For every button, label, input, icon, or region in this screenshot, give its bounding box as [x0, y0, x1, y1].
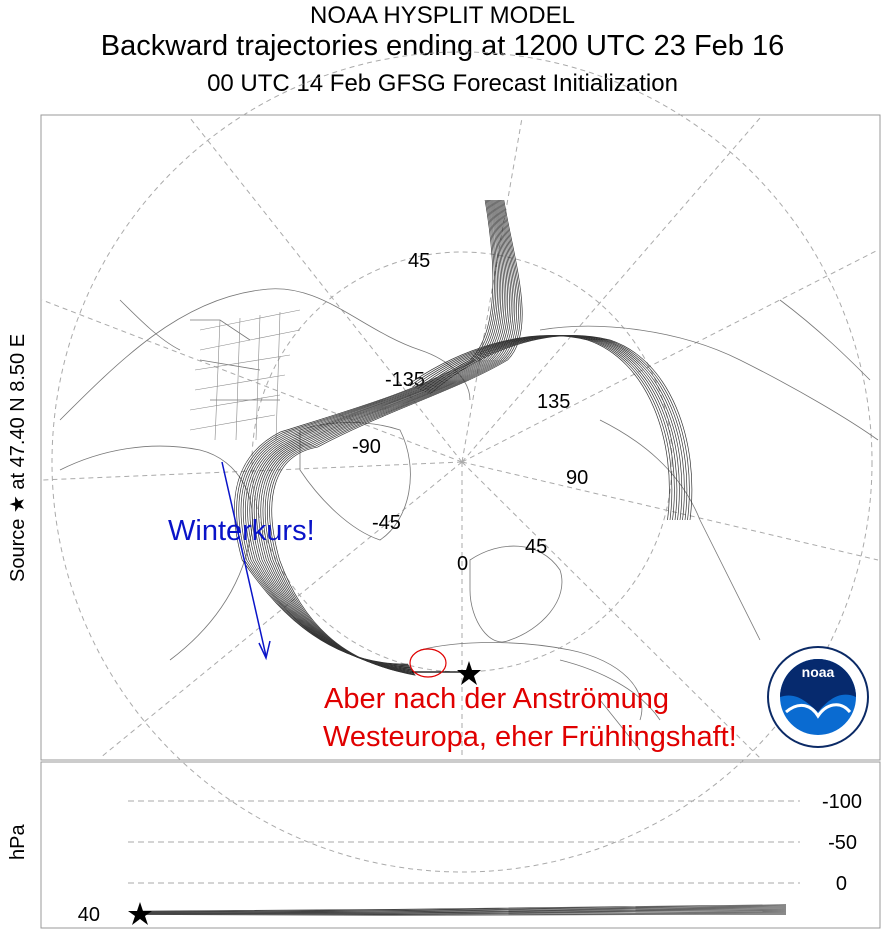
- trajectory-line: [414, 335, 678, 521]
- trajectory-line: [427, 335, 690, 521]
- lon-label-minus45: -45: [372, 512, 401, 534]
- trajectory-line: [236, 199, 495, 666]
- profile-trajectory-line: [139, 909, 787, 914]
- source-star-icon: [457, 661, 481, 685]
- lon-label-45-top: 45: [408, 250, 430, 272]
- red-annotation-line2: Westeuropa, eher Frühlingshaft!: [323, 721, 737, 753]
- map-frame: [40, 114, 881, 761]
- lon-label-90: 90: [566, 467, 588, 489]
- longitude-labels: 45 -135 135 -90 90 -45 45 0: [352, 250, 588, 575]
- trajectory-line: [267, 199, 519, 675]
- winterkurs-arrow: [221, 461, 271, 661]
- title-model: NOAA HYSPLIT MODEL: [310, 2, 575, 29]
- red-annotation-line1: Aber nach der Anströmung: [324, 683, 669, 715]
- trajectory-line: [238, 199, 497, 666]
- profile-trajectory-line: [139, 910, 787, 914]
- profile-start-level: 40: [78, 904, 100, 926]
- trajectory-line: [234, 199, 494, 665]
- north-america-boundaries: [189, 309, 301, 441]
- trajectory-line: [264, 199, 517, 674]
- trajectory-line: [424, 335, 688, 521]
- trajectory-line: [417, 335, 680, 521]
- noaa-logo: noaa: [767, 646, 869, 748]
- trajectory-line: [409, 335, 673, 521]
- noaa-logo-text: noaa: [802, 664, 835, 680]
- trajectory-line: [249, 199, 505, 670]
- trajectory-bundle: [234, 199, 693, 676]
- title-initialization: 00 UTC 14 Feb GFSG Forecast Initializati…: [207, 70, 678, 97]
- profile-source-star-icon: [128, 902, 152, 925]
- trajectory-line: [407, 335, 670, 521]
- source-location-label: Source ★ at 47.40 N 8.50 E: [7, 334, 29, 582]
- coastlines: [59, 288, 879, 751]
- trajectory-line: [412, 335, 675, 521]
- lon-label-minus90: -90: [352, 436, 381, 458]
- profile-ylabel: hPa: [7, 824, 29, 860]
- highlight-circle: [409, 648, 447, 678]
- trajectory-line: [258, 199, 512, 672]
- trajectory-line: [419, 335, 683, 521]
- trajectory-line: [251, 199, 507, 670]
- title-trajectories: Backward trajectories ending at 1200 UTC…: [100, 30, 785, 62]
- lon-label-0: 0: [457, 553, 468, 575]
- trajectory-line: [247, 199, 503, 669]
- trajectory-line: [429, 335, 693, 521]
- lon-label-135: 135: [537, 391, 570, 413]
- profile-tick-minus50: -50: [828, 832, 857, 854]
- profile-tick-0: 0: [836, 873, 847, 895]
- profile-frame: [40, 761, 881, 929]
- graticule: [41, 51, 879, 873]
- trajectory-line: [422, 335, 685, 521]
- lon-label-45: 45: [525, 536, 547, 558]
- trajectory-line: [269, 199, 521, 675]
- profile-tick-minus100: -100: [822, 791, 862, 813]
- trajectory-line: [245, 199, 502, 668]
- trajectory-line: [253, 199, 509, 671]
- trajectory-line: [242, 199, 500, 668]
- trajectory-line: [260, 199, 514, 673]
- trajectory-line: [271, 199, 523, 676]
- trajectory-line: [256, 199, 510, 672]
- winterkurs-annotation: Winterkurs!: [168, 515, 315, 547]
- trajectory-line: [240, 199, 498, 667]
- profile-trajectory-line: [139, 911, 787, 915]
- trajectory-line: [262, 199, 516, 673]
